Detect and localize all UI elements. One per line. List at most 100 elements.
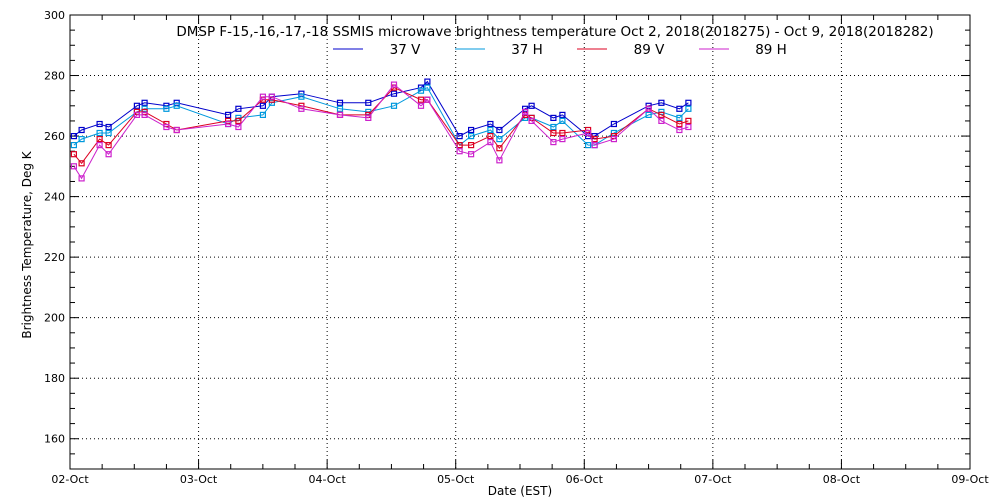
data-point-37h — [390, 102, 398, 109]
data-point-89h — [268, 93, 275, 100]
data-point-89h — [417, 102, 425, 109]
data-point-37h — [676, 114, 683, 122]
data-point-89h — [496, 157, 503, 164]
data-point-89h — [676, 126, 683, 134]
series-89h — [70, 81, 692, 182]
data-point-37h — [259, 111, 266, 119]
data-point-37v — [487, 120, 494, 128]
data-point-37v — [559, 111, 566, 119]
y-tick-label: 280 — [44, 70, 65, 83]
data-point-89v — [487, 133, 494, 140]
data-point-37v — [456, 133, 463, 140]
series-layer — [70, 78, 692, 182]
data-point-37h — [336, 105, 344, 112]
data-point-89h — [133, 111, 140, 119]
data-point-89h — [225, 120, 232, 128]
data-point-37h — [468, 133, 475, 140]
data-point-89h — [456, 148, 463, 155]
data-point-89h — [591, 142, 598, 149]
y-tick-label: 260 — [44, 130, 65, 143]
data-point-89h — [550, 139, 557, 146]
data-point-89h — [584, 129, 592, 137]
data-point-37v — [685, 99, 692, 106]
y-tick-label: 200 — [44, 312, 65, 325]
legend-label-89v: 89 V — [634, 42, 665, 58]
data-point-37h — [78, 136, 85, 143]
data-point-37h — [105, 129, 112, 137]
chart-title: DMSP F-15,-16,-17,-18 SSMIS microwave br… — [176, 24, 933, 40]
data-point-37v — [336, 99, 344, 106]
x-tick-label: 06-Oct — [566, 473, 604, 486]
data-point-89h — [521, 108, 529, 116]
data-point-89v — [70, 151, 78, 158]
data-point-89v — [496, 145, 503, 152]
x-tick-label: 05-Oct — [437, 473, 475, 486]
legend-label-37h: 37 H — [511, 42, 543, 58]
data-point-37h — [550, 123, 557, 131]
data-point-89v — [456, 142, 463, 149]
plot-frame — [69, 14, 971, 470]
data-point-37v — [468, 126, 475, 134]
data-point-89h — [173, 126, 180, 134]
data-point-89h — [96, 142, 103, 149]
data-point-89v — [550, 129, 557, 137]
tick-labels: 02-Oct 03-Oct 04-Oct 05-Oct 06-Oct 07-Oct 08-O… — [44, 9, 989, 486]
data-point-89h — [528, 117, 535, 125]
data-point-89v — [685, 117, 692, 125]
data-point-89h — [645, 105, 652, 112]
data-point-89h — [424, 96, 431, 103]
data-point-89h — [468, 151, 475, 158]
data-point-37h — [496, 136, 503, 143]
data-point-89h — [610, 136, 618, 143]
data-point-89v — [676, 120, 683, 128]
data-point-89h — [336, 111, 344, 119]
y-tick-label: 160 — [44, 433, 65, 446]
data-point-89h — [298, 105, 305, 112]
data-point-89h — [487, 139, 494, 146]
data-point-89h — [685, 123, 692, 131]
data-point-37v — [610, 120, 618, 128]
data-point-37v — [235, 105, 242, 112]
data-point-89h — [70, 163, 78, 170]
series-line-89h — [73, 83, 689, 180]
x-tick-label: 07-Oct — [694, 473, 732, 486]
x-tick-label: 08-Oct — [823, 473, 861, 486]
data-point-89h — [163, 123, 170, 131]
data-point-37h — [70, 142, 78, 149]
data-point-37h — [685, 105, 692, 112]
data-point-89h — [259, 93, 266, 100]
data-point-37v — [496, 126, 503, 134]
data-point-37h — [298, 93, 305, 100]
data-point-37v — [105, 123, 112, 131]
data-point-37v — [259, 102, 266, 109]
data-point-37v — [390, 90, 398, 97]
data-point-37v — [365, 99, 372, 106]
data-point-89v — [78, 160, 85, 167]
x-tick-label: 09-Oct — [951, 473, 989, 486]
data-point-37h — [96, 129, 103, 137]
data-point-89h — [78, 175, 85, 182]
data-point-89v — [417, 96, 425, 103]
data-point-89h — [390, 81, 398, 88]
data-point-89h — [658, 117, 665, 125]
data-point-89h — [559, 136, 566, 143]
legend-label-37v: 37 V — [390, 42, 421, 58]
data-point-89v — [591, 136, 598, 143]
data-point-37v — [70, 133, 78, 140]
data-point-89v — [235, 117, 242, 125]
data-point-89h — [141, 111, 148, 119]
x-tick-label: 03-Oct — [180, 473, 218, 486]
data-point-37h — [559, 117, 566, 125]
x-tick-label: 02-Oct — [51, 473, 89, 486]
x-axis-label: Date (EST) — [488, 484, 552, 498]
data-point-37h — [417, 87, 425, 94]
data-point-89v — [105, 142, 112, 149]
legend: 37 V 37 H 89 V 89 H — [333, 42, 787, 58]
x-tick-label: 04-Oct — [308, 473, 346, 486]
data-point-89v — [96, 136, 103, 143]
y-tick-label: 300 — [44, 9, 65, 22]
data-point-37h — [268, 99, 275, 106]
data-point-89v — [468, 142, 475, 149]
